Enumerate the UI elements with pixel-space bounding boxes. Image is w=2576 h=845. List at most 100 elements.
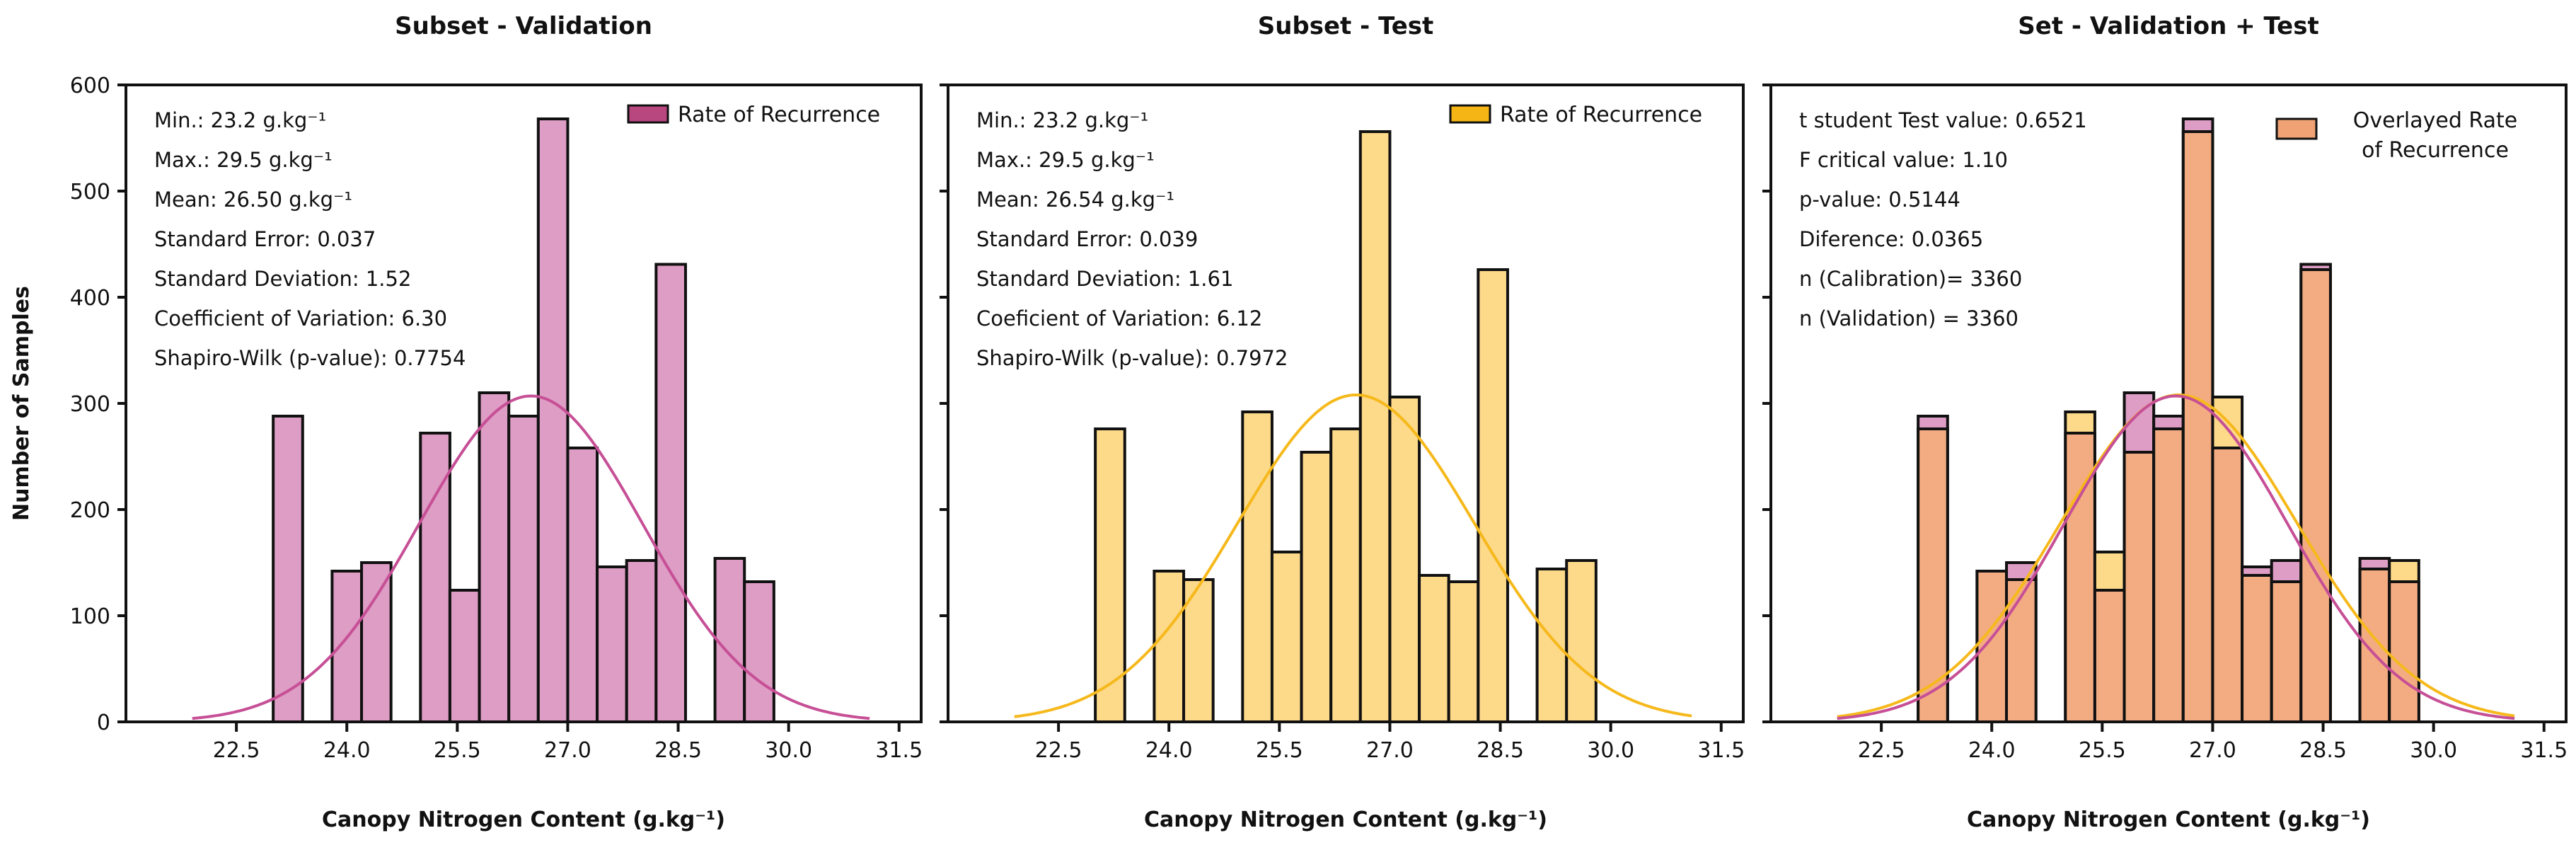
stat-line: Max.: 29.5 g.kg⁻¹ (154, 148, 333, 172)
stat-line: Shapiro-Wilk (p-value): 0.7972 (976, 346, 1288, 370)
histogram-bar (1418, 574, 1450, 723)
panel-1: Subset - Validation 22.5 24.0 25.5 27.0 28.5 3… (70, 12, 923, 832)
x-tick-label: 27.0 (2189, 738, 2236, 763)
legend-label: Rate of Recurrence (1500, 103, 1702, 127)
histogram-bar (272, 415, 304, 723)
x-tick-label: 27.0 (544, 738, 591, 763)
stat-line: Shapiro-Wilk (p-value): 0.7754 (154, 346, 466, 370)
histogram-bar (1358, 130, 1392, 723)
x-axis-title: Canopy Nitrogen Content (g.kg⁻¹) (1967, 807, 2370, 832)
histogram-bar (654, 263, 687, 723)
legend-swatch (2275, 117, 2318, 140)
x-axis-title: Canopy Nitrogen Content (g.kg⁻¹) (1144, 807, 1547, 832)
histogram-bar (478, 391, 511, 723)
x-tick-label: 28.5 (2299, 738, 2347, 763)
x-tick-label: 25.5 (2079, 738, 2126, 763)
overlay-bar (2299, 268, 2332, 723)
x-tick-label: 25.5 (434, 738, 481, 763)
overlay-bar (2093, 589, 2126, 723)
histogram-bar (625, 559, 658, 723)
stat-line: F critical value: 1.10 (1799, 148, 2008, 172)
normal-curve-validation (1837, 394, 2515, 720)
x-tick-label: 25.5 (1256, 738, 1303, 763)
x-tick-label: 30.0 (1587, 738, 1634, 763)
legend-swatch (1449, 104, 1491, 124)
panel-title: Subset - Validation (395, 12, 652, 40)
overlay-bar (2270, 580, 2303, 723)
x-tick-label: 22.5 (1858, 738, 1905, 763)
stat-line: Max.: 29.5 g.kg⁻¹ (976, 148, 1155, 172)
stat-line: Diference: 0.0365 (1799, 227, 1983, 251)
y-tick-label: 0 (97, 711, 110, 735)
overlay-bar (2211, 447, 2244, 723)
legend-label: Rate of Recurrence (678, 103, 880, 127)
x-tick-label: 27.0 (1366, 738, 1414, 763)
y-axis-title: Number of Samples (9, 286, 34, 521)
y-tick-label: 400 (70, 286, 110, 311)
overlay-bar (2122, 451, 2156, 723)
histogram-bar (1153, 570, 1186, 723)
x-tick-label: 30.0 (765, 738, 812, 763)
histogram-bar (1270, 551, 1303, 723)
x-tick-label: 31.5 (875, 738, 923, 763)
legend: Overlayed Rate of Recurrence (2275, 108, 2517, 163)
y-tick-label: 100 (70, 604, 110, 629)
legend-label: Overlayed Rate (2353, 108, 2517, 133)
stat-line: Mean: 26.50 g.kg⁻¹ (154, 188, 352, 212)
histogram-bar (1300, 451, 1333, 723)
legend: Rate of Recurrence (1449, 103, 1702, 127)
normal-curve (1014, 393, 1692, 718)
stat-line: Standard Deviation: 1.52 (154, 267, 411, 291)
histogram-bar (330, 570, 364, 723)
panel-title: Subset - Test (1258, 12, 1434, 40)
stat-line: Standard Deviation: 1.61 (976, 267, 1233, 291)
histogram-bar (1477, 268, 1509, 723)
legend: Rate of Recurrence (627, 103, 880, 127)
overlay-bar (2152, 427, 2185, 723)
overlay-bar (2241, 574, 2273, 723)
legend-label: of Recurrence (2362, 138, 2509, 163)
x-tick-label: 24.0 (323, 738, 371, 763)
histogram-bar (1535, 568, 1569, 723)
histogram-bar (507, 415, 540, 723)
x-tick-label: 28.5 (1477, 738, 1524, 763)
panel-2: Subset - Test 22.5 24.0 25.5 27.0 28.5 30.0 31.… (940, 12, 1745, 832)
x-tick-label: 22.5 (1035, 738, 1082, 763)
histogram-bar (1447, 580, 1480, 723)
x-tick-label: 30.0 (2410, 738, 2457, 763)
histogram-bar (1565, 559, 1598, 723)
histogram-bar (1241, 410, 1273, 723)
y-tick-label: 600 (70, 74, 110, 98)
normal-curve (192, 394, 870, 720)
overlay-bar (1975, 570, 2009, 723)
stat-line: Mean: 26.54 g.kg⁻¹ (976, 188, 1174, 212)
x-tick-label: 28.5 (654, 738, 702, 763)
y-tick-label: 300 (70, 392, 110, 417)
stat-line: Min.: 23.2 g.kg⁻¹ (976, 108, 1148, 132)
x-tick-label: 24.0 (1968, 738, 2016, 763)
histogram-bar (360, 561, 393, 723)
stat-line: Coeficient of Variation: 6.12 (976, 306, 1262, 330)
x-tick-label: 24.0 (1145, 738, 1193, 763)
histogram-bar (536, 117, 570, 723)
panel-3: Set - Validation + Test 22.5 24.0 25.5 27.0 2… (1762, 12, 2568, 832)
stat-line: n (Calibration)= 3360 (1799, 267, 2022, 291)
x-tick-label: 31.5 (2520, 738, 2568, 763)
stat-line: n (Validation) = 3360 (1799, 306, 2018, 330)
x-tick-label: 31.5 (1697, 738, 1745, 763)
histogram-bar (596, 565, 628, 723)
histogram-bar (743, 580, 775, 723)
overlay-bar (2358, 568, 2391, 723)
overlay-bar (2181, 130, 2214, 723)
y-tick-label: 500 (70, 180, 110, 205)
stat-line: p-value: 0.5144 (1799, 188, 1960, 212)
panel-title: Set - Validation + Test (2018, 12, 2318, 40)
histogram-bar (448, 589, 481, 723)
overlay-bar (2388, 580, 2420, 723)
histogram-bar (566, 447, 599, 723)
overlay-bar (1917, 427, 1949, 723)
stat-line: Min.: 23.2 g.kg⁻¹ (154, 108, 326, 132)
x-tick-label: 22.5 (213, 738, 260, 763)
stat-line: Standard Error: 0.037 (154, 227, 376, 251)
